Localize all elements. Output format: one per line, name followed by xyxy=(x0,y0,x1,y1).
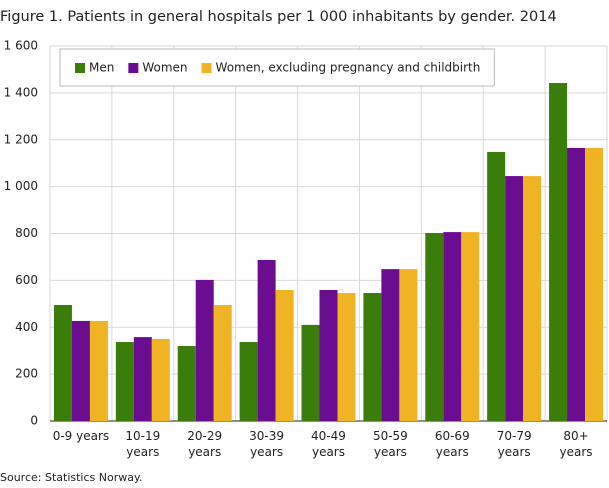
bar xyxy=(487,151,506,421)
bar xyxy=(505,176,524,421)
x-tick-label: 50-59 years xyxy=(372,429,408,459)
bar xyxy=(151,338,170,421)
bar xyxy=(301,324,320,421)
bar xyxy=(89,320,108,421)
x-tick-label: 10-19 years xyxy=(125,429,161,459)
bar xyxy=(177,346,196,421)
bar xyxy=(363,293,382,421)
bar xyxy=(425,233,444,421)
bar xyxy=(523,176,542,421)
y-tick-label: 1 000 xyxy=(4,179,38,193)
bar xyxy=(275,289,294,421)
legend-label: Women, excluding pregnancy and childbirt… xyxy=(216,61,481,75)
legend-label: Men xyxy=(89,61,114,75)
y-tick-label: 1 400 xyxy=(4,85,38,99)
x-tick-label: 80+ years xyxy=(559,429,593,459)
legend-label: Women xyxy=(142,61,187,75)
y-tick-label: 1 600 xyxy=(4,39,38,53)
legend-swatch xyxy=(75,63,85,73)
bar xyxy=(549,83,568,421)
y-tick-label: 400 xyxy=(15,320,38,334)
y-tick-label: 0 xyxy=(30,414,38,428)
x-tick-label: 70-79 years xyxy=(496,429,532,459)
bar xyxy=(461,232,480,421)
bar xyxy=(585,147,604,421)
bar xyxy=(115,342,134,421)
x-tick-label: 20-29 years xyxy=(187,429,223,459)
bar xyxy=(443,232,462,421)
bar xyxy=(133,337,152,421)
bar xyxy=(337,293,356,421)
bar xyxy=(239,342,258,421)
x-tick-label: 0-9 years xyxy=(52,429,110,443)
x-tick-label: 60-69 years xyxy=(434,429,470,459)
legend-swatch xyxy=(128,63,139,73)
bar xyxy=(257,259,276,421)
bar xyxy=(381,269,400,421)
bar xyxy=(213,304,232,421)
bar xyxy=(319,289,338,421)
bar xyxy=(53,304,72,421)
y-tick-label: 1 200 xyxy=(4,132,38,146)
bar xyxy=(399,269,418,421)
chart-title: Figure 1. Patients in general hospitals … xyxy=(0,9,557,25)
bar xyxy=(195,279,214,421)
source: Source: Statistics Norway. xyxy=(0,471,142,484)
bar xyxy=(567,147,586,421)
y-tick-label: 200 xyxy=(15,367,38,381)
bar xyxy=(71,320,90,421)
x-tick-label: 30-39 years xyxy=(249,429,285,459)
y-tick-label: 600 xyxy=(15,273,38,287)
y-tick-label: 800 xyxy=(15,226,38,240)
x-tick-label: 40-49 years xyxy=(311,429,346,459)
legend-swatch xyxy=(201,63,212,73)
